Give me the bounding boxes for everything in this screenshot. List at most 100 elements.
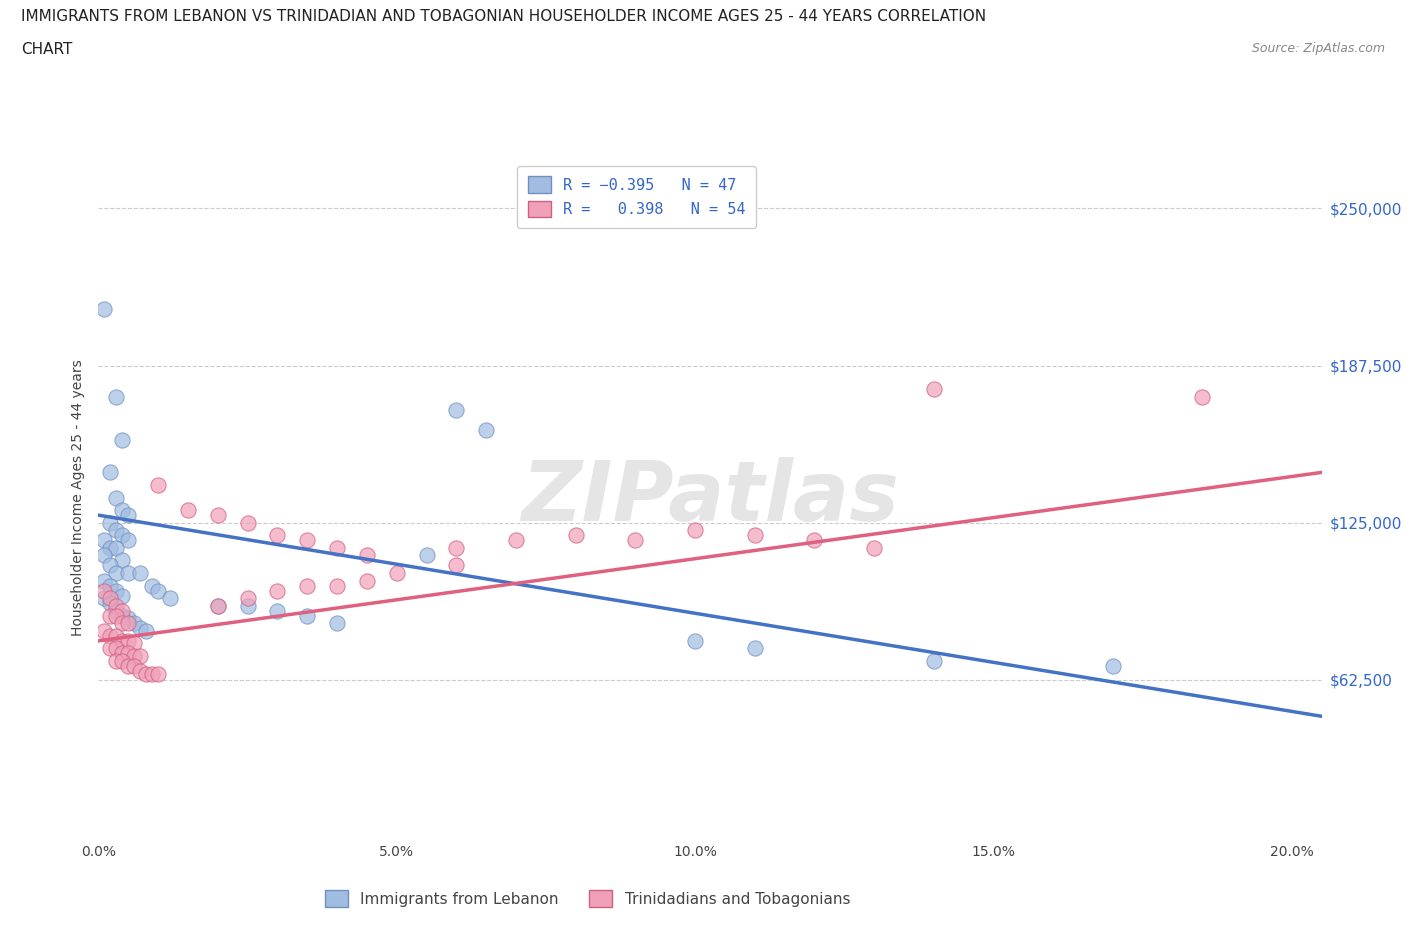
Point: [803, 533, 825, 548]
Point: [122, 636, 145, 651]
Point: [93, 583, 115, 598]
Point: [146, 583, 169, 598]
Point: [105, 598, 128, 613]
Point: [122, 648, 145, 663]
Point: [111, 604, 134, 618]
Point: [98, 608, 121, 623]
Point: [135, 666, 157, 681]
Point: [93, 573, 115, 588]
Point: [93, 591, 115, 605]
Point: [683, 523, 706, 538]
Point: [105, 629, 128, 644]
Point: [111, 503, 134, 518]
Point: [117, 646, 139, 661]
Point: [135, 623, 157, 638]
Point: [93, 623, 115, 638]
Text: CHART: CHART: [21, 42, 73, 57]
Point: [105, 654, 128, 669]
Point: [117, 508, 139, 523]
Point: [129, 621, 152, 636]
Point: [111, 616, 134, 631]
Point: [105, 604, 128, 618]
Point: [236, 515, 259, 530]
Point: [105, 608, 128, 623]
Point: [356, 548, 378, 563]
Point: [117, 533, 139, 548]
Point: [475, 422, 498, 437]
Point: [117, 565, 139, 580]
Point: [111, 432, 134, 447]
Point: [297, 608, 319, 623]
Point: [105, 641, 128, 656]
Point: [98, 515, 121, 530]
Point: [141, 666, 163, 681]
Point: [1191, 390, 1213, 405]
Point: [683, 633, 706, 648]
Point: [326, 578, 349, 593]
Point: [111, 553, 134, 568]
Point: [117, 658, 139, 673]
Point: [98, 629, 121, 644]
Point: [863, 540, 886, 555]
Point: [122, 658, 145, 673]
Point: [117, 616, 139, 631]
Point: [207, 598, 229, 613]
Point: [98, 591, 121, 605]
Y-axis label: Householder Income Ages 25 - 44 years: Householder Income Ages 25 - 44 years: [70, 359, 84, 636]
Point: [105, 565, 128, 580]
Point: [266, 604, 288, 618]
Point: [297, 533, 319, 548]
Point: [207, 598, 229, 613]
Point: [111, 654, 134, 669]
Point: [415, 548, 437, 563]
Point: [129, 565, 152, 580]
Point: [98, 596, 121, 611]
Point: [146, 666, 169, 681]
Point: [105, 583, 128, 598]
Point: [111, 646, 134, 661]
Point: [129, 648, 152, 663]
Point: [93, 301, 115, 316]
Point: [105, 523, 128, 538]
Point: [105, 390, 128, 405]
Point: [98, 641, 121, 656]
Point: [111, 608, 134, 623]
Text: ZIPatlas: ZIPatlas: [522, 457, 898, 538]
Point: [93, 548, 115, 563]
Point: [446, 540, 468, 555]
Point: [98, 540, 121, 555]
Point: [146, 477, 169, 492]
Point: [326, 540, 349, 555]
Point: [117, 611, 139, 626]
Point: [117, 633, 139, 648]
Point: [129, 664, 152, 679]
Point: [1101, 658, 1123, 673]
Point: [105, 540, 128, 555]
Text: IMMIGRANTS FROM LEBANON VS TRINIDADIAN AND TOBAGONIAN HOUSEHOLDER INCOME AGES 25: IMMIGRANTS FROM LEBANON VS TRINIDADIAN A…: [21, 9, 986, 24]
Point: [236, 598, 259, 613]
Point: [266, 583, 288, 598]
Point: [159, 591, 181, 605]
Text: Source: ZipAtlas.com: Source: ZipAtlas.com: [1251, 42, 1385, 55]
Point: [266, 528, 288, 543]
Point: [385, 565, 408, 580]
Point: [326, 616, 349, 631]
Point: [744, 528, 766, 543]
Point: [446, 558, 468, 573]
Point: [98, 578, 121, 593]
Point: [111, 528, 134, 543]
Point: [141, 578, 163, 593]
Point: [207, 508, 229, 523]
Point: [98, 465, 121, 480]
Point: [122, 616, 145, 631]
Point: [565, 528, 588, 543]
Point: [111, 633, 134, 648]
Point: [446, 402, 468, 417]
Point: [236, 591, 259, 605]
Point: [105, 490, 128, 505]
Point: [624, 533, 647, 548]
Point: [98, 558, 121, 573]
Point: [93, 533, 115, 548]
Point: [505, 533, 527, 548]
Point: [744, 641, 766, 656]
